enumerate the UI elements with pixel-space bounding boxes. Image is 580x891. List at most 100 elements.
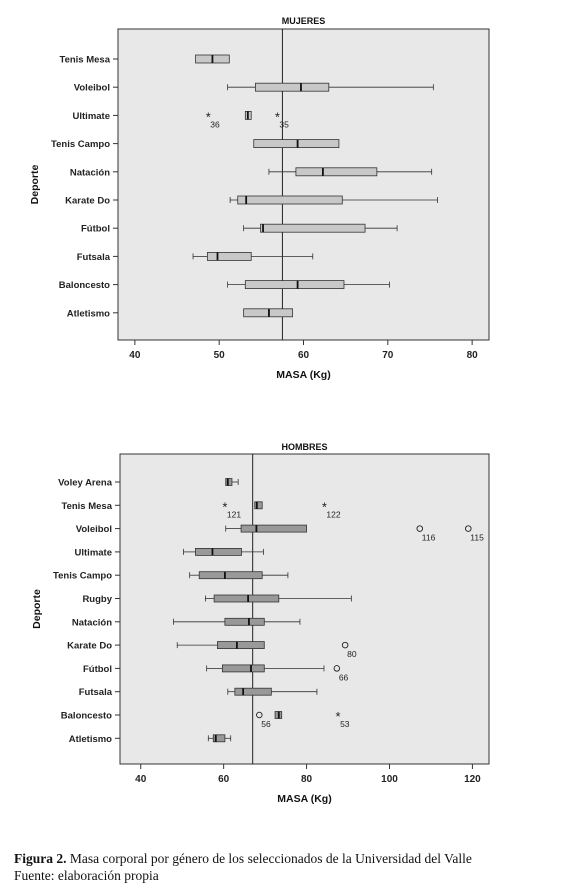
outlier-label: 80 [347, 649, 357, 659]
plot-area [119, 453, 490, 765]
outlier-circle [416, 525, 424, 532]
box-rugby [205, 594, 352, 603]
box-f-tbol [206, 664, 325, 673]
chart-title: MUJERES [282, 16, 326, 26]
chart-title: HOMBRES [281, 442, 327, 452]
box-iqr [222, 664, 265, 673]
x-tick-label: 60 [218, 774, 230, 785]
caption-line: Figura 2. Masa corporal por género de lo… [14, 850, 574, 867]
outlier-star: * [206, 109, 211, 124]
box-atletismo [207, 734, 232, 743]
outlier-label: 121 [227, 509, 241, 519]
boxplot-chart-hombres: HOMBRES 40 60 80 100 120 MASA (Kg) Deporte Voley… [31, 442, 490, 805]
box-tenis-campo [253, 139, 340, 149]
box-voleibol [225, 524, 307, 533]
x-tick-label: 80 [301, 774, 313, 785]
category-label: Natación [70, 167, 110, 178]
box-iqr [260, 223, 366, 233]
category-label: Atletismo [69, 734, 112, 745]
outlier-label: 115 [470, 533, 484, 543]
box-ultimate [244, 111, 252, 120]
x-tick-label: 60 [298, 350, 310, 361]
box-iqr [224, 617, 265, 626]
category-label: Tenis Campo [51, 139, 110, 150]
box-baloncesto [274, 711, 283, 719]
box-iqr [295, 167, 378, 177]
outlier-label: 36 [210, 119, 220, 129]
category-label: Baloncesto [59, 280, 110, 291]
category-label: Voleibol [76, 524, 112, 535]
x-tick-label: 50 [214, 350, 226, 361]
x-tick-label: 120 [464, 774, 481, 785]
x-axis-label: MASA (Kg) [277, 793, 331, 805]
category-label: Ultimate [75, 547, 112, 558]
x-tick-label: 80 [467, 350, 479, 361]
x-tick-label: 40 [135, 774, 147, 785]
outlier-label: 66 [339, 672, 349, 682]
box-nataci-n [173, 617, 301, 626]
y-axis-label: Deporte [29, 165, 41, 205]
box-iqr [198, 571, 263, 580]
category-label: Voley Arena [58, 478, 113, 489]
box-baloncesto [227, 280, 390, 290]
box-iqr [234, 687, 272, 696]
caption-source: Fuente: elaboración propia [14, 868, 159, 883]
box-iqr [195, 548, 242, 556]
outlier-label: 53 [340, 719, 350, 729]
outlier-label: 116 [422, 533, 436, 543]
category-label: Fútbol [83, 664, 112, 675]
caption-text: Masa corporal por género de los seleccio… [66, 851, 472, 866]
box-tenis-mesa [254, 501, 263, 510]
outlier-star: * [322, 499, 327, 514]
category-label: Ultimate [73, 111, 110, 122]
x-tick-label: 40 [129, 350, 141, 361]
box-nataci-n [268, 167, 433, 177]
outlier-circle [341, 641, 349, 649]
box-iqr [253, 139, 340, 149]
outlier-circle [465, 525, 472, 532]
category-label: Voleibol [74, 83, 110, 94]
box-iqr [254, 501, 263, 510]
box-iqr [237, 195, 343, 205]
category-label: Tenis Mesa [61, 501, 112, 512]
box-iqr [255, 82, 330, 92]
box-futsala [192, 251, 314, 261]
plot-area [117, 28, 490, 341]
box-tenis-mesa [195, 54, 230, 64]
category-label: Futsala [79, 687, 113, 698]
outlier-label: 122 [326, 509, 340, 519]
box-iqr [244, 280, 345, 290]
category-label: Futsala [77, 252, 111, 263]
outlier-label: 35 [279, 119, 289, 129]
figure-caption: Figura 2. Masa corporal por género de lo… [14, 850, 574, 884]
box-atletismo [243, 308, 293, 318]
outlier-star: * [222, 499, 227, 514]
category-label: Tenis Campo [53, 571, 112, 582]
x-tick-label: 70 [382, 350, 394, 361]
figure-label: Figura 2. [14, 851, 67, 866]
box-karate-do [176, 641, 265, 649]
outlier-circle [256, 711, 263, 719]
box-iqr [213, 594, 280, 603]
box-futsala [227, 687, 318, 696]
outlier-label: 56 [261, 719, 271, 729]
box-tenis-campo [189, 571, 289, 580]
box-iqr [240, 524, 307, 533]
outlier-circle [333, 665, 341, 672]
category-label: Tenis Mesa [59, 55, 110, 66]
box-f-tbol [243, 223, 398, 233]
box-iqr [217, 641, 265, 649]
category-label: Rugby [82, 594, 112, 605]
box-iqr [225, 478, 233, 486]
box-voleibol [227, 82, 434, 92]
outlier-star: * [336, 709, 341, 724]
boxplot-chart-mujeres: MUJERES 40 50 60 70 80 MASA (Kg) Deporte Tenis M… [29, 16, 490, 381]
outlier-star: * [275, 109, 280, 124]
category-label: Atletismo [67, 308, 110, 319]
category-label: Natación [72, 617, 112, 628]
category-label: Karate Do [65, 196, 110, 207]
box-iqr [206, 251, 252, 261]
x-axis-label: MASA (Kg) [276, 369, 330, 381]
y-axis-label: Deporte [31, 589, 43, 629]
